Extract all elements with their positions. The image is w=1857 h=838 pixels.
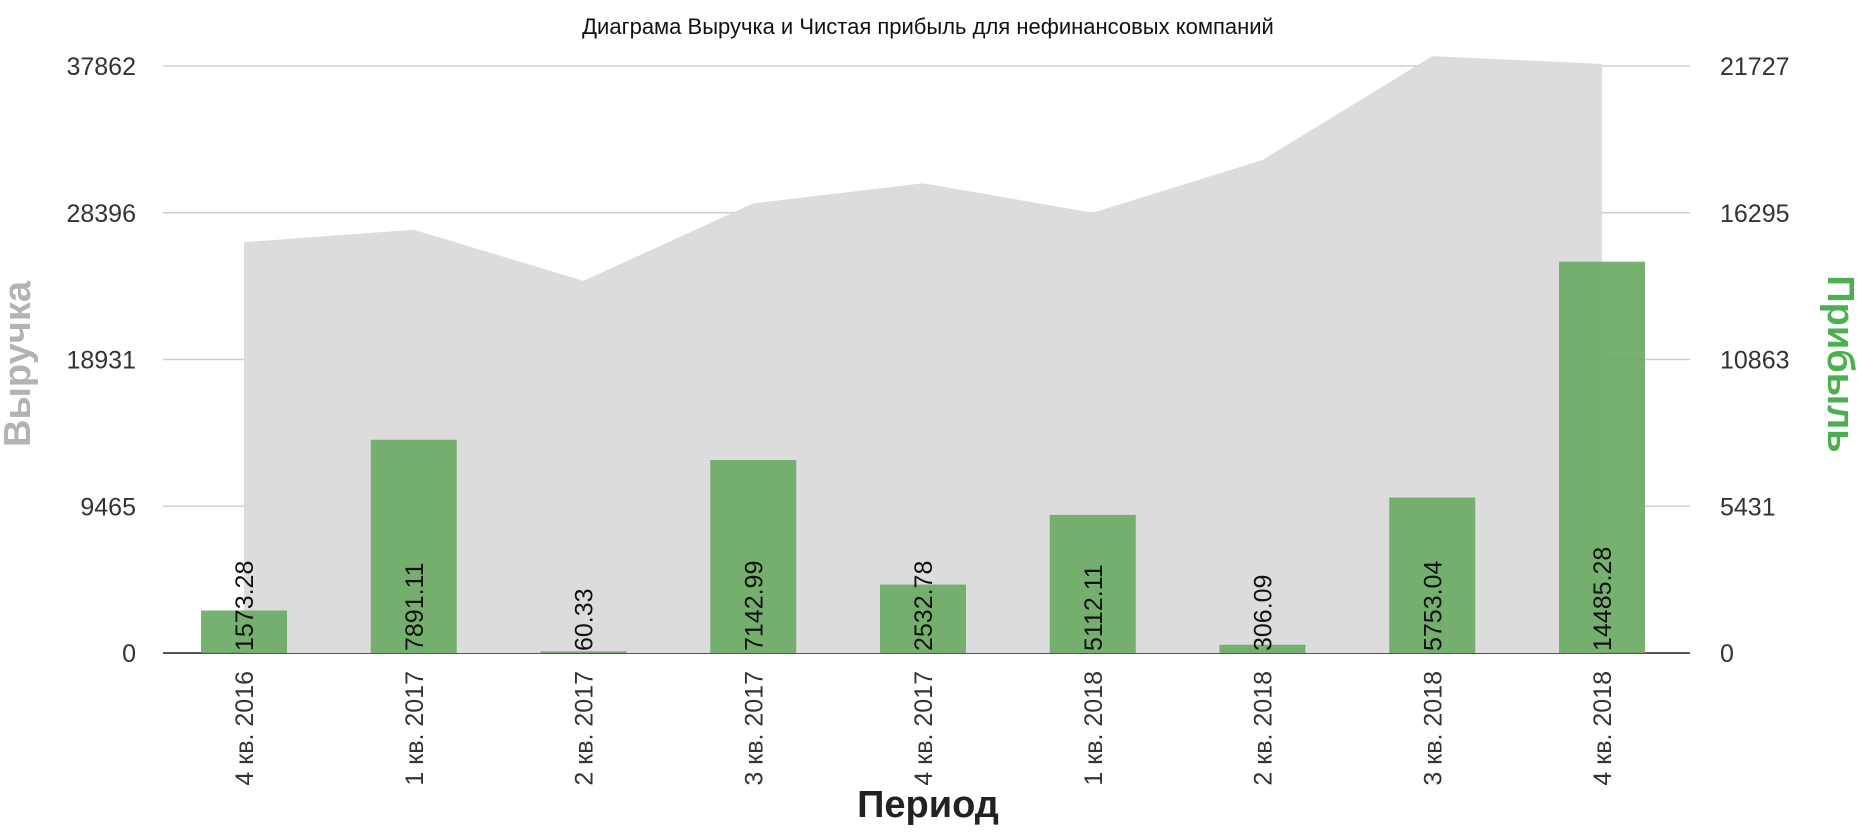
x-axis-title: Период — [857, 784, 999, 826]
left-axis-ticks: 0 9465 18931 28396 37862 — [66, 53, 136, 668]
profit-data-label: 1573.28 — [231, 561, 259, 651]
profit-data-label: 60.33 — [571, 588, 599, 651]
y-right-tick-label: 21727 — [1720, 53, 1790, 81]
x-tick-label: 2 кв. 2018 — [1250, 671, 1278, 786]
profit-bar — [1389, 497, 1476, 653]
y-right-tick-label: 16295 — [1720, 200, 1790, 228]
x-tick-label: 1 кв. 2017 — [401, 671, 429, 786]
profit-bar — [1219, 644, 1306, 653]
profit-bar — [1049, 514, 1136, 653]
profit-bars-layer — [201, 261, 1645, 653]
profit-data-label: 5112.11 — [1080, 564, 1108, 651]
profit-bar — [1559, 261, 1645, 653]
profit-data-label: 5753.04 — [1419, 561, 1447, 651]
right-axis-ticks: 0 5431 10863 16295 21727 — [1720, 53, 1790, 668]
x-tick-label: 2 кв. 2017 — [571, 671, 599, 786]
x-tick-label: 4 кв. 2016 — [231, 671, 259, 786]
y-axis-left-title: Выручка — [0, 280, 39, 447]
x-tick-label: 3 кв. 2017 — [740, 671, 768, 786]
profit-bar — [540, 651, 627, 653]
profit-data-label: 2532.78 — [910, 561, 938, 651]
y-left-tick-label: 0 — [122, 640, 136, 668]
profit-bar — [880, 584, 966, 653]
revenue-area-layer — [244, 56, 1602, 654]
profit-data-label: 14485.28 — [1589, 547, 1617, 651]
profit-data-label: 306.09 — [1250, 575, 1278, 651]
y-left-tick-label: 9465 — [80, 493, 136, 521]
chart-title: Диаграма Выручка и Чистая прибыль для не… — [582, 14, 1274, 39]
x-axis-ticks: 4 кв. 2016 1 кв. 2017 2 кв. 2017 3 кв. 2017… — [231, 671, 1617, 786]
x-tick-label: 1 кв. 2018 — [1080, 671, 1108, 786]
profit-data-label: 7891.11 — [401, 562, 429, 651]
y-axis-right-title: Прибыль — [1819, 275, 1857, 452]
y-left-tick-label: 28396 — [66, 200, 136, 228]
y-right-tick-label: 10863 — [1720, 347, 1790, 375]
y-left-tick-label: 37862 — [66, 53, 136, 81]
x-tick-label: 4 кв. 2018 — [1589, 671, 1617, 786]
profit-bar — [710, 460, 797, 653]
profit-data-label: 7142.99 — [740, 561, 768, 651]
profit-bar — [201, 610, 287, 653]
revenue-area — [244, 56, 1602, 654]
data-labels-layer: 1573.28 7891.11 60.33 7142.99 2532.78 5112.11… — [231, 547, 1617, 651]
y-right-tick-label: 5431 — [1720, 493, 1776, 521]
y-right-tick-label: 0 — [1720, 640, 1734, 668]
y-left-tick-label: 18931 — [66, 347, 136, 375]
x-tick-label: 4 кв. 2017 — [910, 671, 938, 786]
profit-bar — [370, 439, 457, 653]
x-tick-label: 3 кв. 2018 — [1419, 671, 1447, 786]
